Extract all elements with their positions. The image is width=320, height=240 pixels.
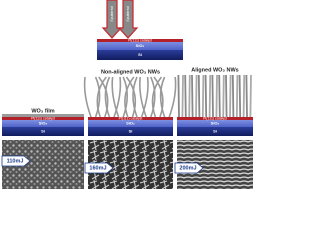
nanowire	[242, 74, 246, 118]
pt-layer	[177, 117, 253, 120]
layer-label: Si	[213, 129, 217, 134]
layer-label: SiO₂	[211, 121, 220, 126]
panel-title: Non-aligned WO₃ NWs	[101, 69, 160, 75]
nanowire	[215, 74, 218, 118]
nanowire	[245, 74, 248, 118]
arrow	[101, 0, 139, 39]
nanowire	[111, 76, 120, 118]
wo3-film	[2, 114, 84, 117]
nanowire	[151, 76, 163, 118]
sio2-layer	[88, 120, 173, 127]
si-layer	[97, 50, 183, 60]
layer-label: SiO₂	[136, 43, 145, 48]
layer-label: Si	[129, 129, 133, 134]
nanowire	[204, 74, 208, 118]
sio2-layer	[2, 120, 84, 127]
nanowire	[83, 76, 92, 118]
layer-label: Pt(111) catalyst	[119, 117, 143, 121]
nanowire	[249, 74, 252, 118]
energy-arrow	[174, 162, 204, 174]
si-layer	[2, 127, 84, 136]
nanowire	[197, 74, 201, 118]
layer-label: SiO₂	[39, 121, 48, 126]
layer-label: SiO₂	[126, 121, 135, 126]
layer-label: Pt(111) catalyst	[128, 39, 152, 43]
nanowire	[195, 74, 198, 118]
nanowire	[231, 74, 235, 118]
sio2-layer	[177, 120, 253, 127]
layer-label: Pt(111) catalyst	[203, 117, 227, 121]
panel-title: WO₃ film	[31, 108, 54, 114]
nanowire	[125, 76, 137, 118]
panel-title: Aligned WO₃ NWs	[191, 67, 238, 73]
energy-label: 200mJ	[179, 165, 196, 171]
si-layer	[177, 127, 253, 136]
layer-label: Si	[41, 129, 45, 134]
nanowire	[96, 76, 107, 118]
pt-layer	[2, 117, 84, 120]
nanowire	[140, 76, 149, 118]
sio2-layer	[97, 42, 183, 50]
nanowire	[184, 74, 187, 118]
nanowire	[229, 74, 232, 118]
nanowire	[122, 76, 128, 118]
nanowire	[211, 74, 214, 118]
nanowire	[191, 74, 194, 118]
energy-arrow	[84, 162, 114, 174]
energy-label: 110mJ	[7, 158, 24, 164]
nanowire	[168, 76, 177, 118]
nanowire	[150, 76, 156, 118]
nanowire	[238, 74, 242, 118]
nanowire	[208, 74, 212, 118]
pt-layer	[97, 39, 183, 42]
nanowire	[153, 76, 164, 118]
nanowire	[104, 76, 111, 118]
nanowire	[94, 76, 101, 118]
nanowire	[159, 76, 166, 118]
nanowire	[235, 74, 239, 118]
nanowire	[139, 76, 147, 118]
si-layer	[88, 127, 173, 136]
nanowire	[181, 74, 184, 118]
energy-arrow	[1, 155, 31, 167]
nanowire	[177, 74, 180, 118]
layer-label: Si	[138, 52, 142, 57]
nanowire	[98, 76, 109, 118]
nanowire	[222, 74, 225, 118]
nanowire	[124, 76, 135, 118]
arrow-label: Sputtered	[126, 6, 130, 21]
pt-layer	[88, 117, 173, 120]
nanowire	[201, 74, 205, 118]
energy-label: 160mJ	[89, 165, 106, 171]
layer-label: Pt(111) catalyst	[31, 117, 55, 121]
nanowire	[188, 74, 191, 118]
nanowire	[225, 74, 228, 118]
nanowire	[132, 76, 138, 118]
arrow-label: Sputtered	[110, 6, 114, 21]
nanowire	[218, 74, 221, 118]
nanowire	[113, 76, 122, 118]
figure: Sputtered Sputtered Pt(111) catalyst SiO…	[1, 0, 253, 189]
